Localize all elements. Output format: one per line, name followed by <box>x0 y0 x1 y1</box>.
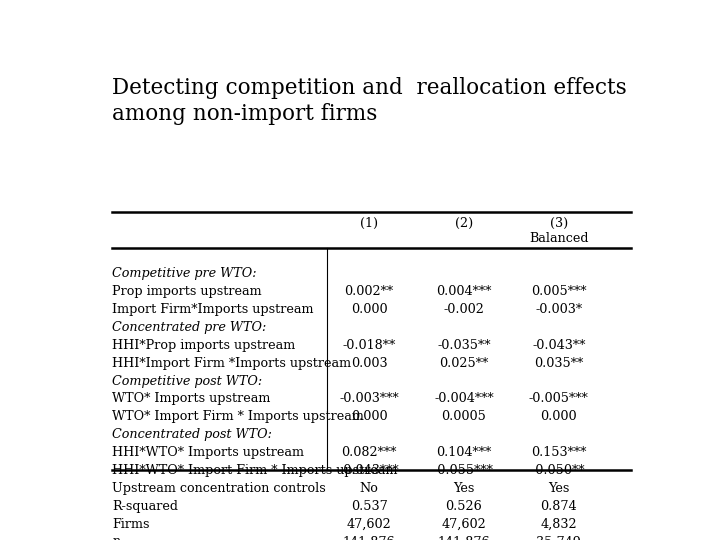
Text: WTO* Imports upstream: WTO* Imports upstream <box>112 393 271 406</box>
Text: 0.000: 0.000 <box>351 303 387 316</box>
Text: 141,876: 141,876 <box>343 536 395 540</box>
Text: 35,749: 35,749 <box>536 536 581 540</box>
Text: (3): (3) <box>549 218 568 231</box>
Text: -0.002: -0.002 <box>444 303 485 316</box>
Text: Concentrated pre WTO:: Concentrated pre WTO: <box>112 321 266 334</box>
Text: Firms: Firms <box>112 518 150 531</box>
Text: Prop imports upstream: Prop imports upstream <box>112 285 262 298</box>
Text: 0.082***: 0.082*** <box>341 446 397 459</box>
Text: Concentrated post WTO:: Concentrated post WTO: <box>112 428 272 441</box>
Text: (2): (2) <box>455 218 473 231</box>
Text: 47,602: 47,602 <box>346 518 392 531</box>
Text: 0.000: 0.000 <box>351 410 387 423</box>
Text: Detecting competition and  reallocation effects
among non-import firms: Detecting competition and reallocation e… <box>112 77 627 125</box>
Text: -0.035**: -0.035** <box>437 339 490 352</box>
Text: 0.000: 0.000 <box>541 410 577 423</box>
Text: 0.025**: 0.025** <box>439 357 488 370</box>
Text: -0.043***: -0.043*** <box>339 464 399 477</box>
Text: 47,602: 47,602 <box>441 518 486 531</box>
Text: Competitive post WTO:: Competitive post WTO: <box>112 375 263 388</box>
Text: -0.055***: -0.055*** <box>434 464 494 477</box>
Text: -0.004***: -0.004*** <box>434 393 494 406</box>
Text: Import Firm*Imports upstream: Import Firm*Imports upstream <box>112 303 314 316</box>
Text: -0.005***: -0.005*** <box>529 393 588 406</box>
Text: -0.003*: -0.003* <box>535 303 582 316</box>
Text: WTO* Import Firm * Imports upstream: WTO* Import Firm * Imports upstream <box>112 410 364 423</box>
Text: Competitive pre WTO:: Competitive pre WTO: <box>112 267 257 280</box>
Text: 0.005***: 0.005*** <box>531 285 587 298</box>
Text: Balanced: Balanced <box>529 232 588 245</box>
Text: 0.874: 0.874 <box>541 500 577 512</box>
Text: HHI*Import Firm *Imports upstream: HHI*Import Firm *Imports upstream <box>112 357 351 370</box>
Text: No: No <box>359 482 379 495</box>
Text: HHI*WTO* Imports upstream: HHI*WTO* Imports upstream <box>112 446 305 459</box>
Text: -0.018**: -0.018** <box>343 339 395 352</box>
Text: 0.537: 0.537 <box>351 500 387 512</box>
Text: 0.0005: 0.0005 <box>441 410 486 423</box>
Text: -0.043**: -0.043** <box>532 339 585 352</box>
Text: HHI*WTO* Import Firm * Imports upstream: HHI*WTO* Import Firm * Imports upstream <box>112 464 398 477</box>
Text: (1): (1) <box>360 218 378 231</box>
Text: 0.002**: 0.002** <box>344 285 394 298</box>
Text: 0.003: 0.003 <box>351 357 387 370</box>
Text: 0.035**: 0.035** <box>534 357 583 370</box>
Text: 0.104***: 0.104*** <box>436 446 492 459</box>
Text: -0.003***: -0.003*** <box>339 393 399 406</box>
Text: 4,832: 4,832 <box>541 518 577 531</box>
Text: 0.526: 0.526 <box>446 500 482 512</box>
Text: -0.050**: -0.050** <box>532 464 585 477</box>
Text: n: n <box>112 536 120 540</box>
Text: R-squared: R-squared <box>112 500 179 512</box>
Text: Yes: Yes <box>453 482 474 495</box>
Text: 0.153***: 0.153*** <box>531 446 586 459</box>
Text: Upstream concentration controls: Upstream concentration controls <box>112 482 326 495</box>
Text: Yes: Yes <box>548 482 570 495</box>
Text: HHI*Prop imports upstream: HHI*Prop imports upstream <box>112 339 296 352</box>
Text: 141,876: 141,876 <box>438 536 490 540</box>
Text: 0.004***: 0.004*** <box>436 285 492 298</box>
